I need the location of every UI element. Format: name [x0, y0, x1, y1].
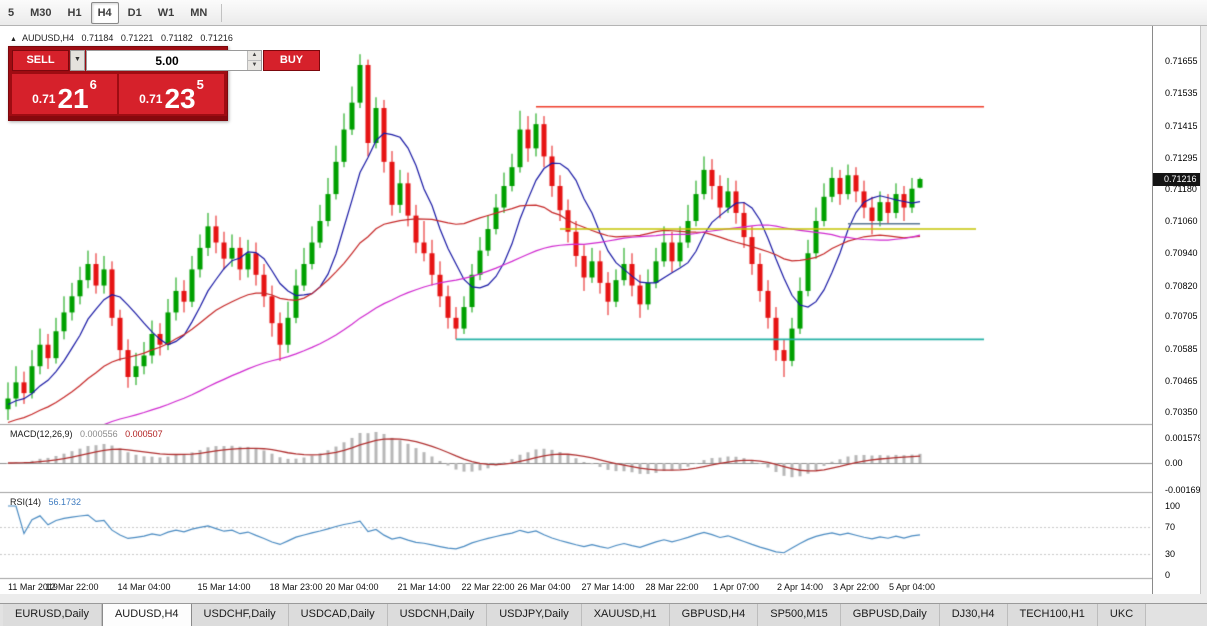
window-edge	[1200, 26, 1207, 594]
timeframe-button-5[interactable]: 5	[8, 6, 15, 19]
volume-field-wrap: ▲ ▼	[86, 50, 262, 71]
price-tick: 0.71180	[1165, 183, 1197, 194]
rsi-axis-tick: 0	[1165, 570, 1171, 580]
volume-decrease-button[interactable]: ▼	[248, 61, 261, 70]
rsi-indicator-label: RSI(14) 56.1732	[10, 497, 86, 507]
time-tick: 20 Mar 04:00	[325, 582, 379, 592]
trade-panel-footer	[9, 116, 227, 120]
macd-main-value: 0.000556	[80, 429, 118, 439]
timeframe-button-mn[interactable]: MN	[190, 6, 208, 19]
chart-tab-usdjpy-daily[interactable]: USDJPY,Daily	[487, 604, 582, 626]
time-tick: 21 Mar 14:00	[397, 582, 451, 592]
chart-tab-eurusd-daily[interactable]: EURUSD,Daily	[3, 604, 102, 626]
time-tick: 15 Mar 14:00	[197, 582, 251, 592]
time-tick: 11 Mar 2019	[8, 582, 58, 592]
chart-tab-dj30-h4[interactable]: DJ30,H4	[939, 604, 1008, 626]
buy-price-main: 23	[164, 83, 196, 115]
timeframe-button-h4[interactable]: H4	[90, 1, 119, 24]
volume-input[interactable]	[87, 51, 247, 70]
macd-indicator-label: MACD(12,26,9) 0.000556 0.000507	[10, 429, 168, 439]
chart-tab-ukc[interactable]: UKC	[1097, 604, 1147, 626]
price-tick: 0.70940	[1165, 248, 1198, 259]
volume-spinner: ▲ ▼	[247, 51, 261, 70]
sell-price-display[interactable]: 0.71 21 6	[12, 74, 117, 114]
timeframe-button-w1[interactable]: W1	[157, 6, 175, 19]
time-tick: 27 Mar 14:00	[581, 582, 635, 592]
time-tick: 3 Apr 22:00	[832, 582, 880, 592]
open-value: 0.71184	[81, 33, 114, 43]
sell-price-main: 21	[57, 83, 89, 115]
toolbar-separator	[221, 3, 223, 22]
buy-price-display[interactable]: 0.71 23 5	[119, 74, 224, 114]
close-value: 0.71216	[200, 33, 233, 43]
sell-price-pip: 6	[89, 77, 97, 92]
price-tick: 0.70465	[1165, 376, 1198, 387]
order-options-dropdown[interactable]: ▼	[70, 50, 85, 71]
macd-axis-tick: -0.001692	[1165, 484, 1206, 495]
buy-button[interactable]: BUY	[263, 50, 320, 71]
price-tick: 0.70350	[1165, 406, 1198, 417]
chart-ohlc-header: ▲ AUDUSD,H4 0.71184 0.71221 0.71182 0.71…	[10, 33, 238, 43]
timeframe-button-m30[interactable]: M30	[30, 6, 52, 19]
time-tick: 14 Mar 04:00	[117, 582, 171, 592]
time-axis[interactable]: 11 Mar 2019 12 Mar 22:00 14 Mar 04:00 15 Ma…	[0, 579, 1152, 594]
price-tick: 0.71060	[1165, 215, 1198, 226]
time-tick: 26 Mar 04:00	[517, 582, 571, 592]
rsi-axis-tick: 70	[1165, 521, 1176, 532]
price-tick: 0.71535	[1165, 88, 1198, 99]
price-tick: 0.70705	[1165, 311, 1198, 322]
chart-tab-usdcnh-daily[interactable]: USDCNH,Daily	[387, 604, 488, 626]
rsi-name: RSI(14)	[10, 497, 42, 507]
chart-tabs-bar: EURUSD,Daily AUDUSD,H4 USDCHF,Daily USDCAD,…	[0, 603, 1207, 626]
status-strip	[0, 594, 1207, 603]
rsi-value: 56.1732	[48, 497, 82, 507]
current-price-badge: 0.71216	[1153, 173, 1201, 187]
macd-axis-tick: 0.001579	[1165, 432, 1203, 443]
sell-price-prefix: 0.71	[32, 92, 56, 106]
chart-tab-sp500-m15[interactable]: SP500,M15	[758, 604, 841, 626]
macd-name: MACD(12,26,9)	[10, 429, 73, 439]
time-tick: 18 Mar 23:00	[269, 582, 323, 592]
chart-region: ▲ AUDUSD,H4 0.71184 0.71221 0.71182 0.71…	[0, 26, 1207, 594]
time-tick: 5 Apr 04:00	[888, 582, 936, 592]
price-axis[interactable]: 0.71655 0.71535 0.71415 0.71295 0.71180 0.710…	[1152, 26, 1206, 594]
price-tick: 0.71655	[1165, 55, 1198, 66]
chart-tab-audusd-h4[interactable]: AUDUSD,H4	[101, 604, 192, 626]
sell-button[interactable]: SELL	[12, 50, 69, 71]
price-tick: 0.71415	[1165, 120, 1198, 131]
chart-tab-usdchf-daily[interactable]: USDCHF,Daily	[191, 604, 289, 626]
buy-price-prefix: 0.71	[139, 92, 163, 106]
high-value: 0.71221	[120, 33, 154, 43]
chart-tab-usdcad-daily[interactable]: USDCAD,Daily	[288, 604, 388, 626]
time-tick: 28 Mar 22:00	[645, 582, 699, 592]
rsi-axis-tick: 100	[1165, 501, 1181, 511]
symbol-period-label: AUDUSD,H4	[21, 33, 74, 43]
timeframe-button-d1[interactable]: D1	[127, 6, 142, 19]
chart-tab-gbpusd-h4[interactable]: GBPUSD,H4	[669, 604, 759, 626]
buy-price-pip: 5	[196, 77, 204, 92]
one-click-trading-panel: SELL ▼ ▲ ▼ BUY 0.71 21 6 0.7	[8, 46, 320, 121]
time-tick: 22 Mar 22:00	[461, 582, 515, 592]
time-tick: 2 Apr 14:00	[776, 582, 824, 592]
macd-signal-value: 0.000507	[125, 429, 163, 439]
rsi-axis-tick: 30	[1165, 549, 1176, 560]
chart-icon: ▲	[10, 36, 17, 43]
volume-increase-button[interactable]: ▲	[248, 51, 261, 61]
chart-tab-gbpusd-daily[interactable]: GBPUSD,Daily	[840, 604, 940, 626]
price-tick: 0.70820	[1165, 280, 1198, 291]
time-tick: 1 Apr 07:00	[712, 582, 760, 592]
low-value: 0.71182	[160, 33, 193, 43]
macd-axis-tick: 0.00	[1165, 458, 1183, 468]
timeframe-toolbar: 5 M30 H1 H4 D1 W1 MN	[0, 0, 1207, 26]
price-tick: 0.70585	[1165, 343, 1198, 354]
price-tick: 0.71295	[1165, 152, 1198, 163]
chart-tab-xauusd-h1[interactable]: XAUUSD,H1	[581, 604, 670, 626]
time-tick: 12 Mar 22:00	[45, 582, 99, 592]
timeframe-button-h1[interactable]: H1	[67, 6, 82, 19]
chart-tab-tech100-h1[interactable]: TECH100,H1	[1007, 604, 1098, 626]
